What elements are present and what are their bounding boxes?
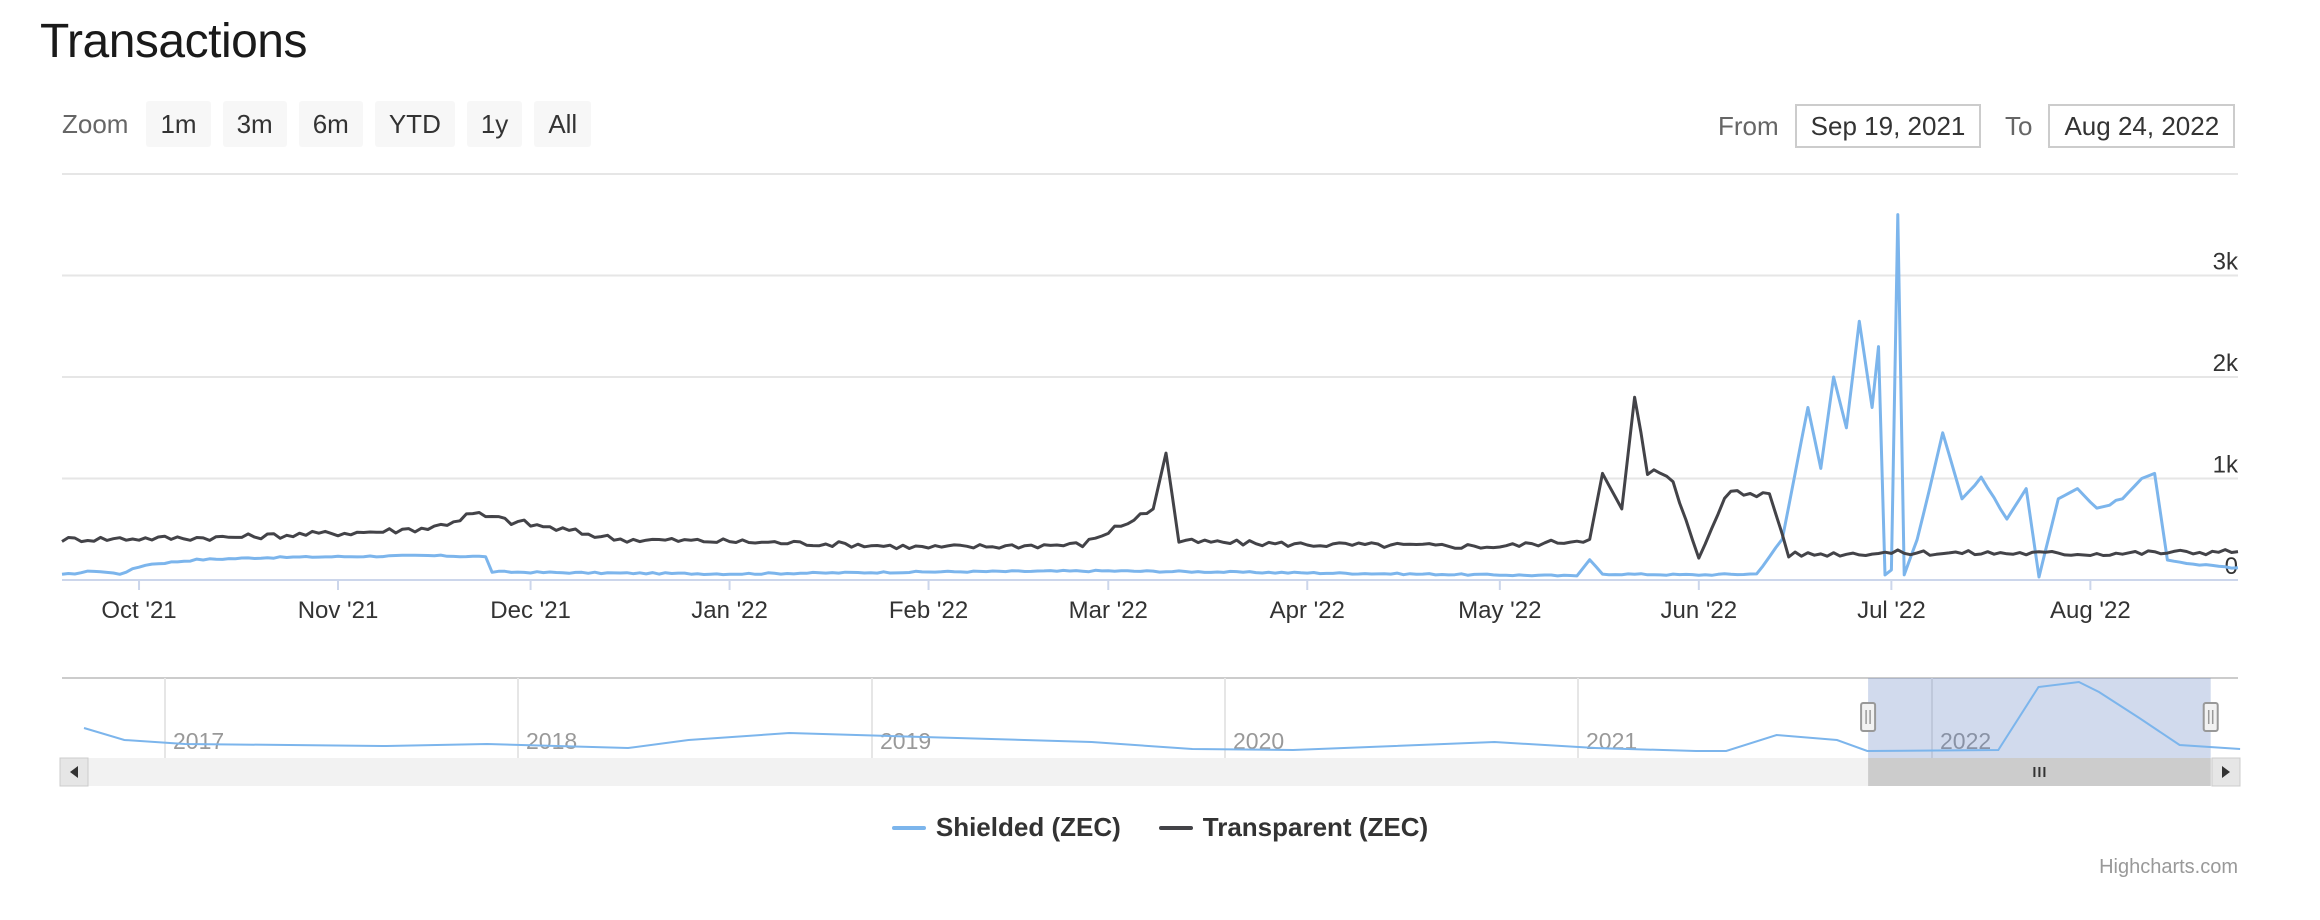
range-to-group: To Aug 24, 2022 — [2005, 104, 2236, 148]
range-from-group: From Sep 19, 2021 — [1718, 104, 1982, 148]
arrow-right-icon — [2222, 766, 2230, 778]
zoom-ytd-button[interactable]: YTD — [374, 101, 455, 147]
zoom-6m-button[interactable]: 6m — [298, 101, 363, 147]
legend: Shielded (ZEC) Transparent (ZEC) — [0, 812, 2320, 843]
navigator-series-line — [83, 680, 2241, 753]
navigator-left-handle[interactable] — [1860, 702, 1877, 732]
navigator-year-label: 2021 — [1586, 728, 1637, 754]
y-tick-label: 0 — [2225, 553, 2238, 580]
navigator-selected-mask — [1868, 678, 2211, 758]
transactions-chart: 0 1k 2k 3k Oct '21 Nov '21 Dec '21 Jan '22 Feb '… — [59, 173, 2241, 787]
from-label: From — [1718, 110, 1779, 141]
legend-item-transparent[interactable]: Transparent (ZEC) — [1158, 812, 1429, 843]
legend-label-transparent: Transparent (ZEC) — [1202, 812, 1429, 842]
legend-swatch-shielded — [891, 825, 926, 830]
to-label: To — [2005, 110, 2033, 141]
legend-item-shielded[interactable]: Shielded (ZEC) — [891, 812, 1121, 843]
x-tick-label: Aug '22 — [2050, 597, 2131, 624]
x-tick-label: May '22 — [1458, 597, 1541, 624]
navigator-year-label: 2018 — [526, 728, 577, 754]
x-tick-label: Feb '22 — [889, 597, 968, 624]
from-date-input[interactable]: Sep 19, 2021 — [1794, 104, 1982, 148]
legend-swatch-transparent — [1158, 825, 1193, 830]
x-tick-label: Jun '22 — [1660, 597, 1737, 624]
x-tick-label: Apr '22 — [1270, 597, 1345, 624]
x-tick-label: Jul '22 — [1857, 597, 1926, 624]
zoom-1y-button[interactable]: 1y — [466, 101, 523, 147]
x-tick-label: Jan '22 — [691, 597, 768, 624]
x-tick-label: Dec '21 — [490, 597, 571, 624]
series-line-transparent — [61, 395, 2239, 560]
x-tick-label: Nov '21 — [298, 597, 379, 624]
legend-label-shielded: Shielded (ZEC) — [935, 812, 1121, 842]
x-tick-label: Oct '21 — [101, 597, 176, 624]
page-title: Transactions — [40, 15, 308, 68]
credits-link[interactable]: Highcharts.com — [2099, 856, 2238, 878]
zoom-3m-button[interactable]: 3m — [222, 101, 287, 147]
navigator-year-label: 2019 — [880, 728, 931, 754]
y-tick-label: 1k — [2213, 452, 2239, 479]
zoom-1m-button[interactable]: 1m — [146, 101, 211, 147]
zoom-all-button[interactable]: All — [534, 101, 592, 147]
to-date-input[interactable]: Aug 24, 2022 — [2048, 104, 2236, 148]
y-tick-label: 2k — [2213, 350, 2239, 377]
series-line-shielded — [61, 213, 2239, 579]
y-tick-label: 3k — [2213, 249, 2239, 276]
navigator-year-label: 2017 — [173, 728, 224, 754]
zoom-label: Zoom — [62, 108, 129, 139]
navigator-right-handle[interactable] — [2202, 702, 2219, 732]
x-tick-label: Mar '22 — [1069, 597, 1148, 624]
zoom-selector: Zoom 1m 3m 6m YTD 1y All — [62, 101, 592, 147]
arrow-left-icon — [70, 766, 78, 778]
